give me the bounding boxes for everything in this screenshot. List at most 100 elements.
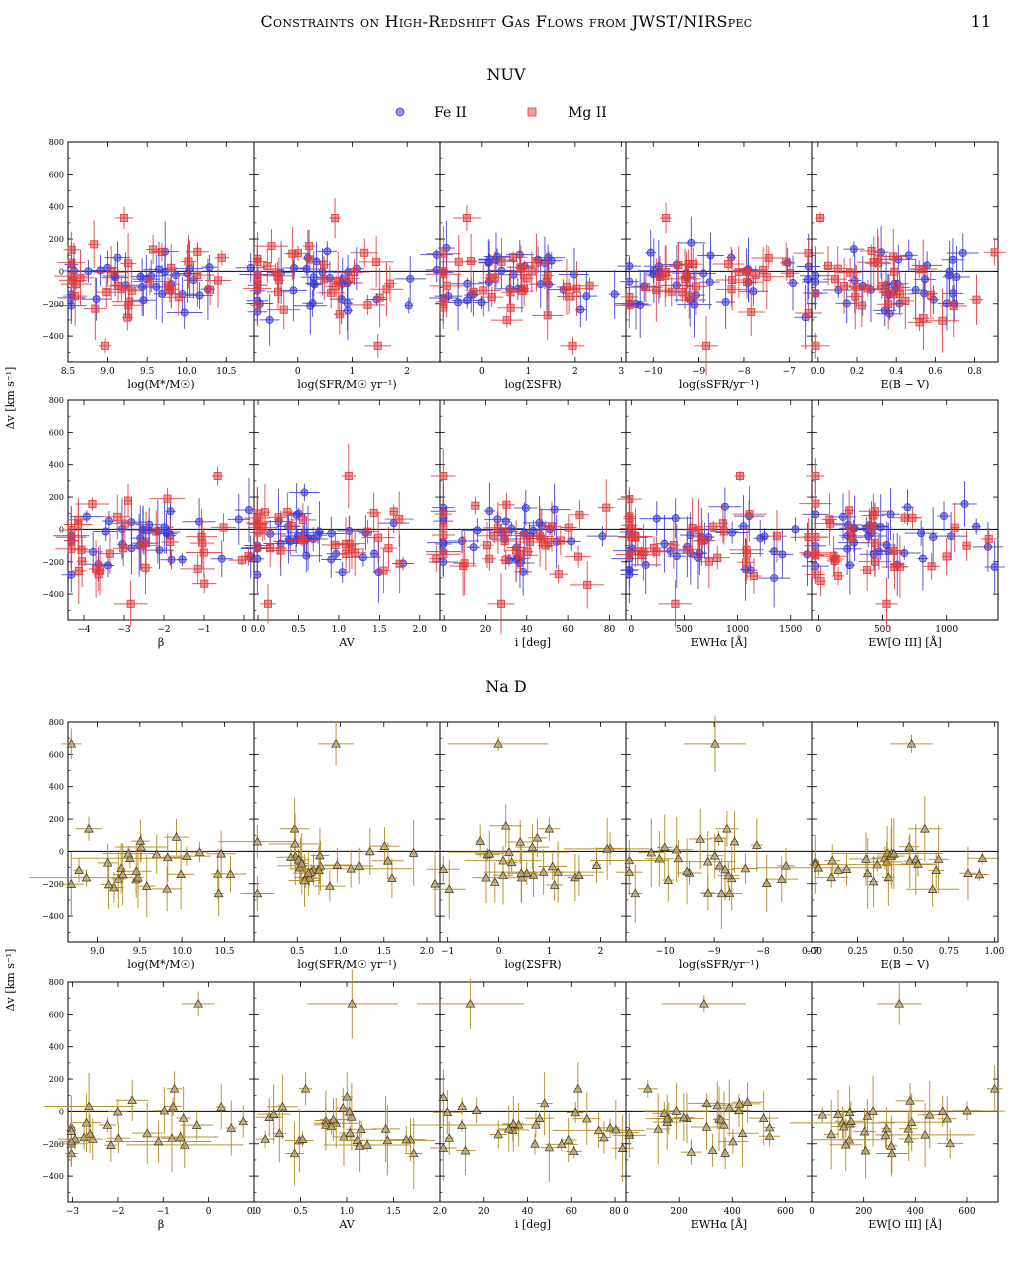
x-tick-label: 500 (676, 625, 693, 635)
mg-point (751, 270, 760, 279)
mg-point (373, 341, 382, 350)
panel-frame (253, 141, 441, 363)
nad-point (66, 879, 77, 888)
x-tick-label: 200 (671, 1207, 688, 1217)
nad-point (611, 1124, 621, 1134)
nad-point (833, 1109, 843, 1118)
x-tick-label: 0.0 (251, 625, 266, 635)
mg-point (694, 525, 703, 534)
mg-point (583, 580, 592, 589)
mg-point (816, 214, 825, 223)
fe-point (323, 247, 332, 256)
x-tick-label: −9 (707, 947, 721, 957)
legend-fe-label: Fe II (434, 105, 467, 121)
nad-point (663, 875, 674, 884)
nad-point (920, 823, 930, 833)
fe-point (139, 296, 148, 305)
nad-point (303, 868, 314, 877)
fe-point (234, 515, 243, 524)
mg-point (439, 510, 448, 519)
nad-point (444, 1133, 454, 1142)
fe-point (649, 266, 658, 275)
x-tick-label: 9.5 (140, 367, 155, 377)
mg-point (469, 287, 478, 296)
mg-point (69, 276, 78, 285)
nad-point (752, 840, 762, 849)
mg-point (184, 257, 193, 266)
mg-point (331, 214, 340, 223)
nad-point (894, 998, 905, 1008)
nad-point (226, 1123, 237, 1132)
y-tick-label: 600 (49, 170, 64, 179)
fe-point (160, 523, 169, 532)
mg-point (949, 301, 958, 310)
y-tick-label: 400 (49, 1043, 64, 1052)
fe-point (171, 271, 180, 280)
fe-point (660, 539, 669, 548)
nad-point (299, 875, 310, 885)
x-tick-label: 10.0 (177, 367, 197, 377)
mg-point (267, 242, 276, 251)
x-tick-label: 1 (547, 947, 553, 957)
mg-point (671, 599, 680, 608)
panel-frame (439, 399, 627, 621)
x-tick-label: 0.5 (293, 1207, 308, 1217)
panel-frame (253, 721, 441, 943)
mg-point (123, 313, 132, 322)
nad-point (817, 1109, 828, 1119)
nad-point (913, 859, 923, 868)
nad-point (942, 1113, 953, 1123)
nad-point (646, 847, 657, 857)
mg-point (901, 296, 910, 305)
nad-point (457, 1101, 468, 1111)
nad-point (703, 888, 713, 897)
fe-point (432, 250, 441, 259)
mg-point (564, 523, 573, 532)
mg-point (525, 538, 534, 547)
mg-point (516, 263, 525, 272)
nad-point (490, 877, 500, 886)
nad-point (581, 1113, 592, 1123)
fe-point (96, 266, 105, 275)
fe-point (103, 561, 112, 570)
nad-point (178, 1113, 189, 1122)
fe-point (811, 271, 820, 280)
mg-point (163, 494, 172, 503)
nad-point (937, 1106, 948, 1115)
x-tick-label: 1 (350, 367, 356, 377)
nad-point (841, 864, 852, 873)
x-tick-label: 1 (251, 1207, 257, 1217)
x-tick-label: 1 (525, 367, 531, 377)
x-tick-label: 2.0 (433, 1207, 448, 1217)
x-tick-label: 2 (598, 947, 604, 957)
nad-point (296, 858, 307, 868)
nad-point (671, 1106, 682, 1115)
legend-fe-marker (395, 107, 405, 117)
nad-point (906, 1117, 917, 1126)
mg-point (90, 240, 99, 249)
fe-point (948, 289, 957, 298)
nad-point (286, 852, 296, 862)
fe-point (845, 561, 854, 570)
mg-point (198, 539, 207, 548)
fe-point (519, 567, 528, 576)
panel-nad-r0-c4: 0.00 0.25 0.50 0.75 1.00 E(B − V) (756, 721, 1005, 971)
mg-point (266, 544, 275, 553)
fe-point (82, 512, 91, 521)
mg-point (263, 599, 272, 608)
mg-point (852, 283, 861, 292)
mg-point (742, 267, 751, 276)
fe-point (67, 570, 76, 579)
nad-point (860, 1145, 871, 1155)
nad-point (720, 1148, 730, 1157)
nad-point (719, 1119, 729, 1129)
x-axis-label: E(B − V) (881, 958, 930, 971)
x-tick-label: −1 (441, 947, 454, 957)
nad-point (868, 876, 879, 886)
nad-point (66, 738, 77, 748)
fe-point (849, 245, 858, 254)
nad-point (438, 1092, 449, 1102)
nad-point (764, 1122, 775, 1132)
mg-point (379, 566, 388, 575)
